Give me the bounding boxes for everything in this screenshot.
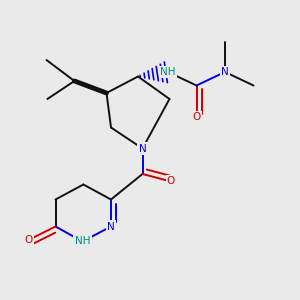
Text: NH: NH	[160, 67, 176, 77]
Text: O: O	[24, 235, 33, 245]
Text: NH: NH	[75, 236, 90, 247]
Text: O: O	[192, 112, 201, 122]
Text: O: O	[167, 176, 175, 187]
Text: N: N	[139, 143, 146, 154]
Text: N: N	[107, 221, 115, 232]
Text: N: N	[221, 67, 229, 77]
